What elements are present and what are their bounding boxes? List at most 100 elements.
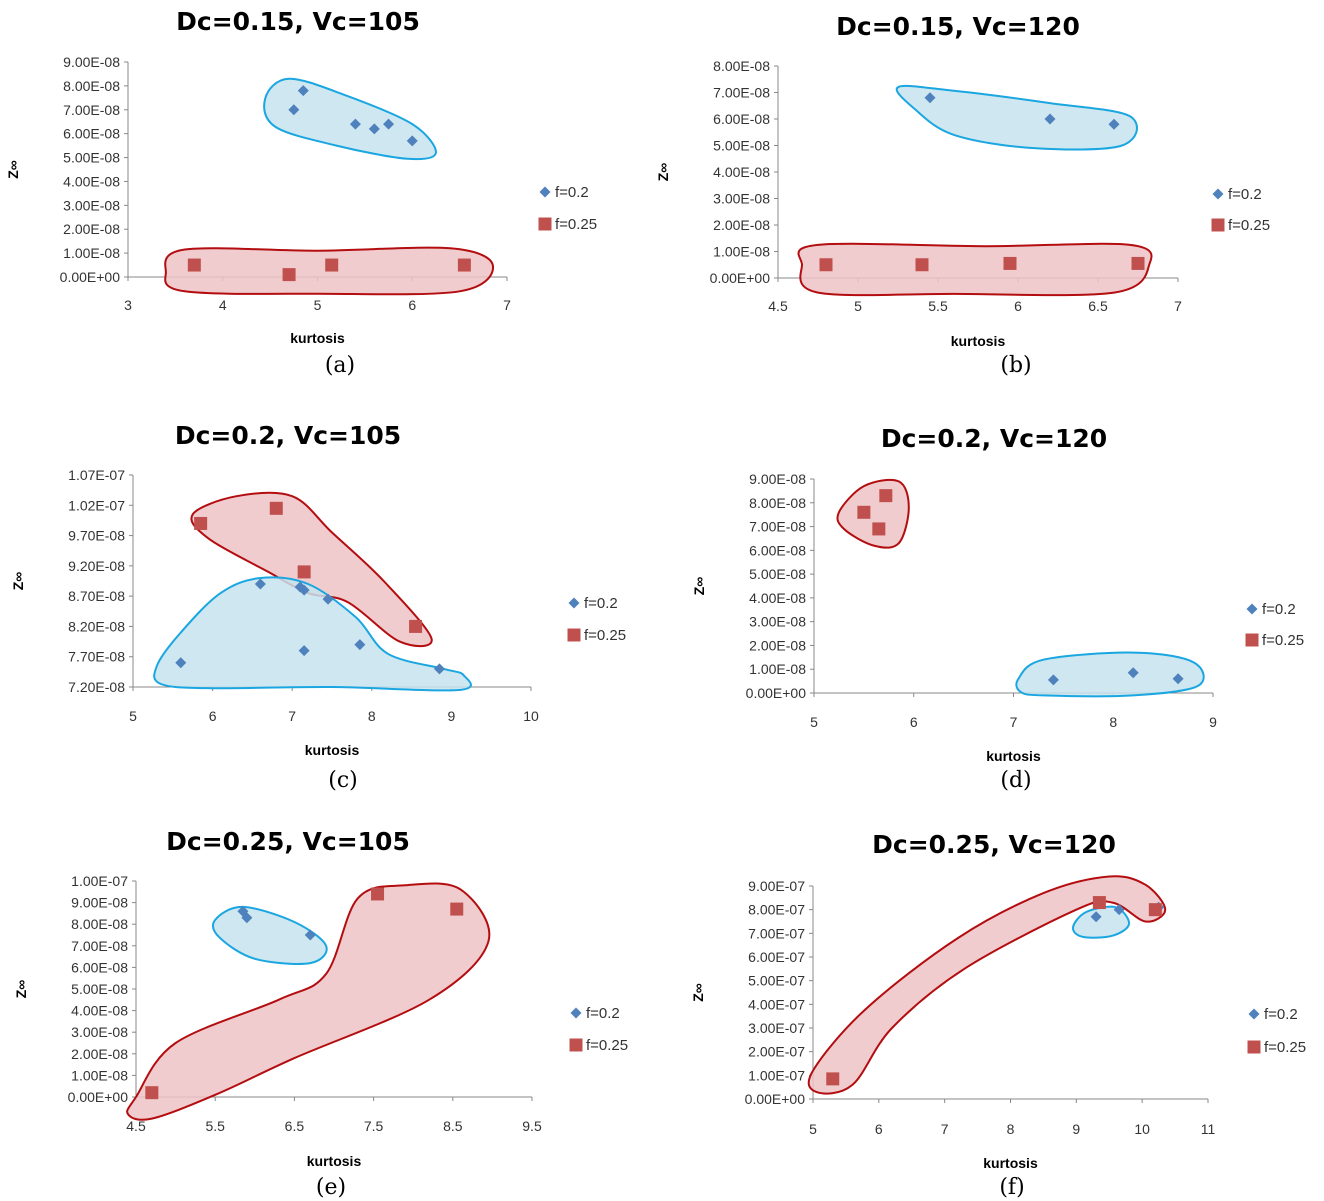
y-tick-label: 0.00E+00 bbox=[710, 270, 771, 286]
y-tick-label: 8.00E-08 bbox=[749, 495, 806, 511]
data-point-square bbox=[457, 258, 471, 272]
legend-marker-diamond bbox=[1212, 188, 1224, 200]
blue-cluster-outline bbox=[1071, 905, 1130, 939]
x-tick-label: 8.5 bbox=[443, 1118, 463, 1134]
x-tick-label: 6 bbox=[408, 297, 416, 313]
x-tick-label: 5 bbox=[854, 298, 862, 314]
data-point-diamond bbox=[406, 135, 418, 147]
x-tick-label: 3 bbox=[124, 297, 132, 313]
data-point-square bbox=[1131, 256, 1145, 270]
y-tick-label: 8.00E-08 bbox=[63, 78, 120, 94]
y-tick-label: 8.20E-08 bbox=[68, 618, 125, 634]
red-cluster-outline bbox=[126, 882, 491, 1121]
y-tick-label: 0.00E+00 bbox=[746, 685, 807, 701]
y-tick-label: 3.00E-08 bbox=[71, 1024, 128, 1040]
y-tick-label: 0.00E+00 bbox=[68, 1089, 129, 1105]
y-tick-label: 2.00E-08 bbox=[63, 221, 120, 237]
chart-3: Dc=0.2, Vc=105 7.20E-08 7.70E-08 8.20E-08 8.… bbox=[10, 421, 626, 793]
x-axis-label: kurtosis bbox=[983, 1155, 1038, 1171]
y-tick-label: 6.00E-08 bbox=[749, 542, 806, 558]
blue-cluster-outline bbox=[1015, 651, 1205, 698]
x-tick-label: 7 bbox=[503, 297, 511, 313]
x-tick-label: 8 bbox=[368, 708, 376, 724]
legend-label: f=0.2 bbox=[1262, 601, 1296, 618]
x-tick-label: 5 bbox=[314, 297, 322, 313]
y-tick-label: 1.00E-07 bbox=[71, 873, 128, 889]
data-point-square bbox=[297, 565, 311, 579]
x-tick-label: 6.5 bbox=[285, 1118, 305, 1134]
chart-title: Dc=0.15, Vc=105 bbox=[176, 7, 420, 36]
y-tick-label: 9.00E-08 bbox=[71, 895, 128, 911]
legend-label: f=0.25 bbox=[584, 627, 626, 644]
data-point-diamond bbox=[1172, 673, 1184, 685]
legend-label: f=0.2 bbox=[586, 1005, 620, 1022]
x-axis-label: kurtosis bbox=[951, 333, 1006, 349]
y-axis-label: Z∞ bbox=[5, 160, 21, 179]
x-tick-label: 10 bbox=[523, 708, 539, 724]
legend-label: f=0.2 bbox=[555, 184, 589, 201]
x-tick-label: 6.5 bbox=[1088, 298, 1108, 314]
chart-4: Dc=0.2, Vc=120 0.00E+00 1.00E-08 2.00E-08 3.… bbox=[691, 424, 1304, 793]
legend-marker-diamond bbox=[568, 597, 580, 609]
y-tick-label: 1.07E-07 bbox=[68, 467, 125, 483]
y-tick-label: 7.00E-07 bbox=[748, 925, 805, 941]
y-tick-label: 6.00E-08 bbox=[71, 959, 128, 975]
legend-marker-diamond bbox=[1246, 603, 1258, 615]
data-point-diamond bbox=[241, 912, 253, 924]
y-tick-label: 9.70E-08 bbox=[68, 528, 125, 544]
panel-label: (b) bbox=[1000, 353, 1031, 378]
legend-marker-square bbox=[1211, 218, 1225, 232]
y-tick-label: 9.00E-07 bbox=[748, 878, 805, 894]
y-tick-label: 5.00E-08 bbox=[63, 150, 120, 166]
y-tick-label: 7.00E-08 bbox=[713, 85, 770, 101]
x-tick-label: 6 bbox=[1014, 298, 1022, 314]
y-tick-label: 3.00E-08 bbox=[63, 197, 120, 213]
data-point-square bbox=[1148, 903, 1162, 917]
data-point-diamond bbox=[304, 929, 316, 941]
chart-title: Dc=0.2, Vc=120 bbox=[881, 424, 1107, 453]
x-tick-label: 5 bbox=[809, 1121, 817, 1137]
chart-6: Dc=0.25, Vc=120 0.00E+00 1.00E-07 2.00E-07 3… bbox=[690, 830, 1306, 1200]
data-point-square bbox=[145, 1086, 159, 1100]
x-axis-label: kurtosis bbox=[986, 748, 1041, 764]
data-point-square bbox=[872, 522, 886, 536]
x-tick-label: 5 bbox=[129, 708, 137, 724]
y-tick-label: 6.00E-08 bbox=[713, 111, 770, 127]
data-point-diamond bbox=[383, 118, 395, 130]
data-point-square bbox=[282, 268, 296, 282]
y-tick-label: 2.00E-07 bbox=[748, 1044, 805, 1060]
panel-label: (d) bbox=[1000, 768, 1031, 793]
legend-marker-square bbox=[538, 217, 552, 231]
y-tick-label: 7.70E-08 bbox=[68, 649, 125, 665]
chart-title: Dc=0.15, Vc=120 bbox=[836, 12, 1080, 41]
y-tick-label: 2.00E-08 bbox=[749, 637, 806, 653]
legend-label: f=0.25 bbox=[586, 1037, 628, 1054]
legend-marker-square bbox=[569, 1038, 583, 1052]
panel-label: (f) bbox=[999, 1175, 1024, 1200]
x-tick-label: 11 bbox=[1201, 1121, 1216, 1137]
chart-title: Dc=0.2, Vc=105 bbox=[175, 421, 401, 450]
data-point-square bbox=[325, 258, 339, 272]
chart-title: Dc=0.25, Vc=105 bbox=[166, 827, 410, 856]
legend-marker-diamond bbox=[539, 186, 551, 198]
x-axis-label: kurtosis bbox=[305, 742, 360, 758]
panel-label: (c) bbox=[328, 768, 358, 793]
y-tick-label: 7.00E-08 bbox=[63, 102, 120, 118]
data-point-diamond bbox=[1044, 113, 1056, 125]
x-tick-label: 7 bbox=[941, 1121, 949, 1137]
y-tick-label: 7.00E-08 bbox=[749, 519, 806, 535]
data-point-square bbox=[371, 887, 385, 901]
legend-marker-diamond bbox=[570, 1007, 582, 1019]
data-point-diamond bbox=[1113, 904, 1125, 916]
data-point-square bbox=[915, 258, 929, 272]
y-tick-label: 2.00E-08 bbox=[713, 217, 770, 233]
y-tick-label: 4.00E-08 bbox=[71, 1003, 128, 1019]
data-point-diamond bbox=[433, 663, 445, 675]
data-point-diamond bbox=[288, 104, 300, 116]
x-tick-label: 8 bbox=[1007, 1121, 1015, 1137]
red-cluster-outline bbox=[797, 242, 1153, 297]
x-tick-label: 8 bbox=[1109, 714, 1117, 730]
chart-1: Dc=0.15, Vc=105 0.00E+00 1.00E-08 2.00E-08 3… bbox=[5, 7, 597, 378]
y-tick-label: 3.00E-08 bbox=[749, 614, 806, 630]
data-point-diamond bbox=[1047, 674, 1059, 686]
